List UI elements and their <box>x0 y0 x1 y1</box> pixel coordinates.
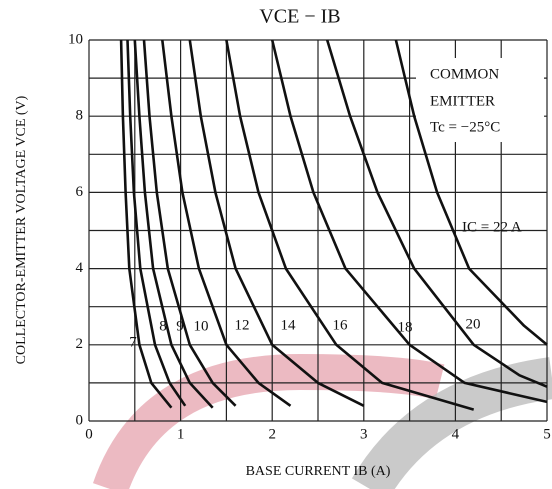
curve-label: 10 <box>194 318 209 334</box>
curve-label: IC = 22 A <box>462 219 522 235</box>
curve <box>325 39 548 388</box>
curve-label: 8 <box>159 318 167 334</box>
y-tick-label: 4 <box>76 260 84 276</box>
y-tick-label: 6 <box>76 184 84 200</box>
curve <box>119 39 173 409</box>
y-tick-label: 10 <box>68 31 83 47</box>
annotation: EMITTER <box>430 93 495 109</box>
curve <box>270 39 548 404</box>
curve <box>188 39 365 407</box>
curve-label: 14 <box>281 317 297 333</box>
y-tick-label: 0 <box>76 412 84 428</box>
curve <box>161 39 292 407</box>
curve-label: 7 <box>129 334 137 350</box>
watermark <box>351 357 552 489</box>
curve-label: 18 <box>398 319 413 335</box>
chart-title: VCE − IB <box>259 6 340 28</box>
x-axis-label: BASE CURRENT IB (A) <box>246 464 391 479</box>
x-tick-label: 1 <box>177 426 185 442</box>
y-tick-label: 2 <box>76 336 84 352</box>
x-tick-label: 0 <box>85 426 93 442</box>
curve <box>225 39 475 411</box>
curve <box>126 39 187 407</box>
x-tick-label: 2 <box>268 426 276 442</box>
x-tick-label: 3 <box>360 426 368 442</box>
curve-label: 20 <box>466 316 481 332</box>
curve-label: 12 <box>235 317 250 333</box>
annotation-box <box>416 58 544 142</box>
curve <box>394 39 548 346</box>
x-tick-label: 4 <box>452 426 460 442</box>
watermark <box>92 353 445 489</box>
curve-label: 16 <box>333 317 349 333</box>
curve <box>133 39 214 409</box>
curve <box>142 39 237 407</box>
y-tick-label: 8 <box>76 108 84 124</box>
annotation: Tc = −25°C <box>430 119 500 135</box>
y-axis-label: COLLECTOR-EMITTER VOLTAGE VCE (V) <box>14 95 29 364</box>
curve-label: 9 <box>176 318 184 334</box>
x-tick-label: 5 <box>543 426 551 442</box>
annotation: COMMON <box>430 66 499 82</box>
